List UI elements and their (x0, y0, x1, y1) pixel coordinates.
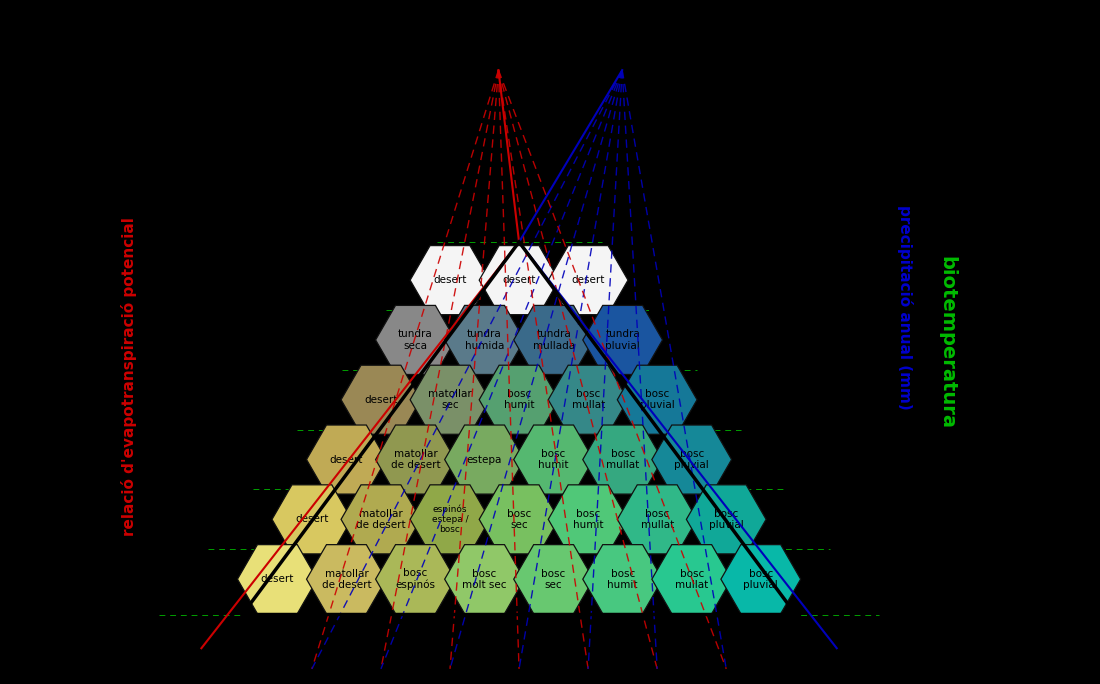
Text: bosc
mullat: bosc mullat (640, 509, 674, 530)
Polygon shape (307, 544, 386, 614)
Polygon shape (514, 425, 594, 494)
Text: bosc
humit: bosc humit (504, 389, 535, 410)
Text: bosc
espinós: bosc espinós (396, 568, 436, 590)
Text: tundra
pluvial: tundra pluvial (605, 329, 640, 350)
Polygon shape (375, 425, 455, 494)
Text: bosc
pluvial: bosc pluvial (640, 389, 674, 410)
Polygon shape (652, 425, 732, 494)
Polygon shape (548, 365, 628, 434)
Text: bosc
pluvial: bosc pluvial (744, 568, 778, 590)
Text: bosc
humit: bosc humit (538, 449, 569, 470)
Polygon shape (480, 246, 559, 315)
Text: bosc
mullat: bosc mullat (606, 449, 639, 470)
Text: desert: desert (261, 574, 294, 584)
Text: matollar
de desert: matollar de desert (390, 449, 440, 470)
Polygon shape (410, 246, 490, 315)
Text: bosc
sec: bosc sec (507, 509, 531, 530)
Polygon shape (583, 425, 662, 494)
Text: bosc
humit: bosc humit (573, 509, 604, 530)
Text: matollar
de desert: matollar de desert (321, 568, 371, 590)
Polygon shape (444, 425, 525, 494)
Text: desert: desert (503, 275, 536, 285)
Polygon shape (548, 246, 628, 315)
Polygon shape (617, 485, 697, 554)
Polygon shape (720, 544, 801, 614)
Text: precipitació anual (mm): precipitació anual (mm) (898, 205, 913, 410)
Polygon shape (583, 544, 662, 614)
Text: relació d'evapotranspiració potencial: relació d'evapotranspiració potencial (121, 217, 138, 536)
Text: tundra
seca: tundra seca (398, 329, 432, 350)
Text: desert: desert (571, 275, 605, 285)
Polygon shape (514, 544, 594, 614)
Polygon shape (410, 485, 490, 554)
Polygon shape (341, 485, 421, 554)
Polygon shape (307, 425, 386, 494)
Text: matollar
sec: matollar sec (428, 389, 472, 410)
Text: desert: desert (433, 275, 466, 285)
Text: tundra
mullada: tundra mullada (532, 329, 574, 350)
Polygon shape (444, 306, 525, 374)
Polygon shape (652, 544, 732, 614)
Polygon shape (375, 544, 455, 614)
Polygon shape (444, 544, 525, 614)
Polygon shape (548, 485, 628, 554)
Text: tundra
humida: tundra humida (465, 329, 504, 350)
Text: matollar
de desert: matollar de desert (356, 509, 406, 530)
Polygon shape (480, 365, 559, 434)
Text: bosc
mullat: bosc mullat (572, 389, 605, 410)
Polygon shape (480, 485, 559, 554)
Polygon shape (583, 306, 662, 374)
Polygon shape (410, 365, 490, 434)
Polygon shape (514, 306, 594, 374)
Polygon shape (272, 485, 352, 554)
Text: bosc
sec: bosc sec (541, 568, 565, 590)
Text: desert: desert (364, 395, 397, 405)
Polygon shape (686, 485, 766, 554)
Text: desert: desert (295, 514, 329, 525)
Text: bosc
humit: bosc humit (607, 568, 638, 590)
Text: biotemperatura: biotemperatura (937, 256, 956, 428)
Polygon shape (375, 306, 455, 374)
Text: estepa: estepa (466, 455, 503, 464)
Text: desert: desert (330, 455, 363, 464)
Polygon shape (341, 365, 421, 434)
Polygon shape (617, 365, 697, 434)
Text: bosc
mullat: bosc mullat (675, 568, 708, 590)
Text: bosc
pluvial: bosc pluvial (674, 449, 710, 470)
Text: espinós
estepa /
bosc: espinós estepa / bosc (431, 505, 469, 534)
Polygon shape (238, 544, 317, 614)
Text: bosc
molt sec: bosc molt sec (462, 568, 507, 590)
Text: bosc
pluvial: bosc pluvial (708, 509, 744, 530)
